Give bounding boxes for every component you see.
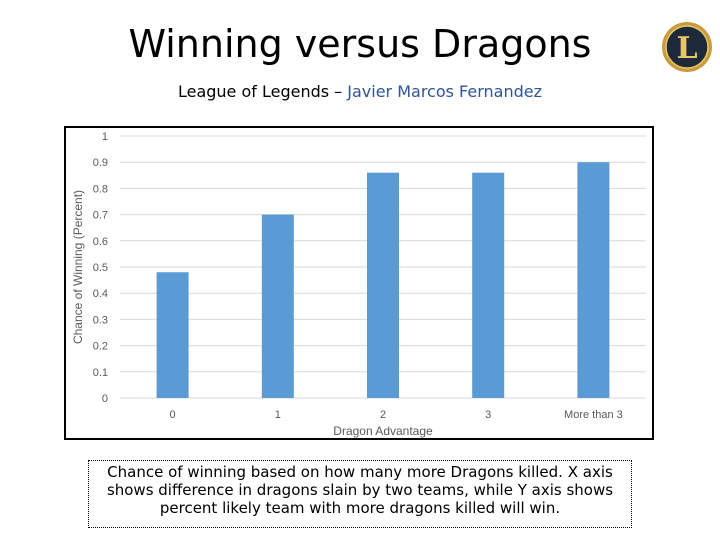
y-axis-title: Chance of Winning (Percent) [71,190,85,344]
bar-4 [577,162,610,398]
x-axis-title: Dragon Advantage [333,424,433,438]
x-tick-label: 3 [485,409,491,421]
y-tick-label: 0.8 [93,183,108,195]
y-tick-label: 0.9 [93,157,108,169]
bar-1 [261,214,294,398]
y-tick-label: 0.3 [93,314,108,326]
chart-caption: Chance of winning based on how many more… [88,460,632,528]
league-of-legends-logo-icon: L [662,22,712,72]
y-tick-label: 0.1 [93,367,108,379]
y-tick-label: 1 [102,131,108,143]
y-tick-label: 0.2 [93,341,108,353]
subtitle-author: Javier Marcos Fernandez [347,82,543,101]
bar-2 [367,172,399,398]
y-tick-label: 0.6 [93,236,108,248]
x-tick-label: 0 [170,409,176,421]
y-tick-label: 0 [102,393,108,405]
subtitle-prefix: League of Legends – [177,82,348,101]
y-tick-label: 0.7 [93,210,108,222]
x-tick-label: 2 [380,409,386,421]
slide-title: Winning versus Dragons [128,22,592,66]
bar-chart: 0 0.1 0.2 0.3 0.4 0.5 0.6 0.7 0.8 0.9 1 0 1 2 3 More th… [71,131,646,438]
bar-3 [472,172,505,398]
x-tick-label: 1 [275,409,281,421]
bar-0 [156,272,189,398]
x-tick-label: More than 3 [564,409,623,421]
slide-subtitle: League of Legends – Javier Marcos Fernan… [60,82,660,101]
logo-letter: L [676,31,697,66]
y-tick-label: 0.5 [93,262,108,274]
chart-frame: 0 0.1 0.2 0.3 0.4 0.5 0.6 0.7 0.8 0.9 1 0 1 2 3 More th… [64,126,654,440]
y-tick-label: 0.4 [93,288,108,300]
